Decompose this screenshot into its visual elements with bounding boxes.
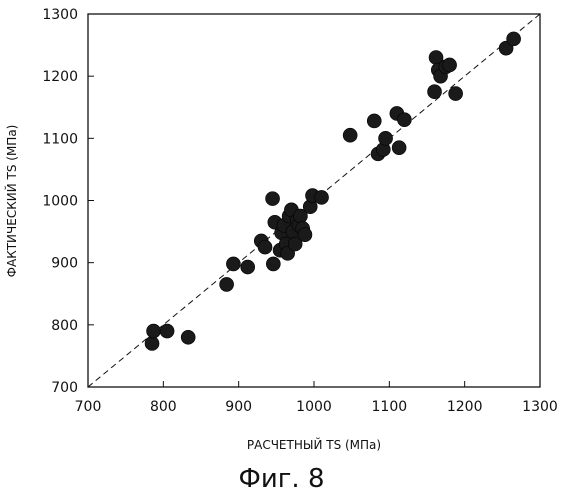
scatter-chart: 700 800 900 1000 1100 1200 1300 700 800 900 1000 1… [0, 0, 563, 470]
x-tick-label: 800 [150, 399, 177, 415]
data-point [379, 131, 393, 145]
data-point [266, 192, 280, 206]
data-point [507, 32, 521, 46]
data-points [145, 32, 521, 351]
data-point [315, 190, 329, 204]
x-axis-label: РАСЧЕТНЫЙ TS (МПа) [247, 437, 381, 452]
data-point [241, 260, 255, 274]
x-tick-label: 1200 [447, 399, 483, 415]
x-tick-label: 1100 [372, 399, 408, 415]
y-tick-label: 800 [51, 318, 78, 334]
data-point [160, 324, 174, 338]
data-point [226, 257, 240, 271]
y-tick-label: 700 [51, 380, 78, 396]
data-point [343, 128, 357, 142]
data-point [266, 257, 280, 271]
y-tick-label: 1000 [42, 194, 78, 210]
y-tick-label: 1100 [42, 131, 78, 147]
data-point [220, 277, 234, 291]
x-axis-ticks: 700 800 900 1000 1100 1200 1300 [75, 381, 558, 415]
y-axis-ticks: 700 800 900 1000 1100 1200 1300 [42, 7, 94, 396]
data-point [428, 85, 442, 99]
data-point [181, 330, 195, 344]
data-point [443, 58, 457, 72]
data-point [449, 87, 463, 101]
data-point [298, 228, 312, 242]
data-point [397, 113, 411, 127]
y-tick-label: 1300 [42, 7, 78, 23]
x-tick-label: 1300 [522, 399, 558, 415]
x-tick-label: 1000 [296, 399, 332, 415]
x-tick-label: 700 [75, 399, 102, 415]
data-point [367, 114, 381, 128]
y-tick-label: 1200 [42, 69, 78, 85]
data-point [147, 324, 161, 338]
data-point [392, 141, 406, 155]
y-tick-label: 900 [51, 256, 78, 272]
x-tick-label: 900 [225, 399, 252, 415]
y-axis-label: ФАКТИЧЕСКИЙ TS (МПа) [4, 125, 19, 278]
data-point [145, 336, 159, 350]
figure-caption: Фиг. 8 [0, 464, 563, 494]
data-point [258, 240, 272, 254]
